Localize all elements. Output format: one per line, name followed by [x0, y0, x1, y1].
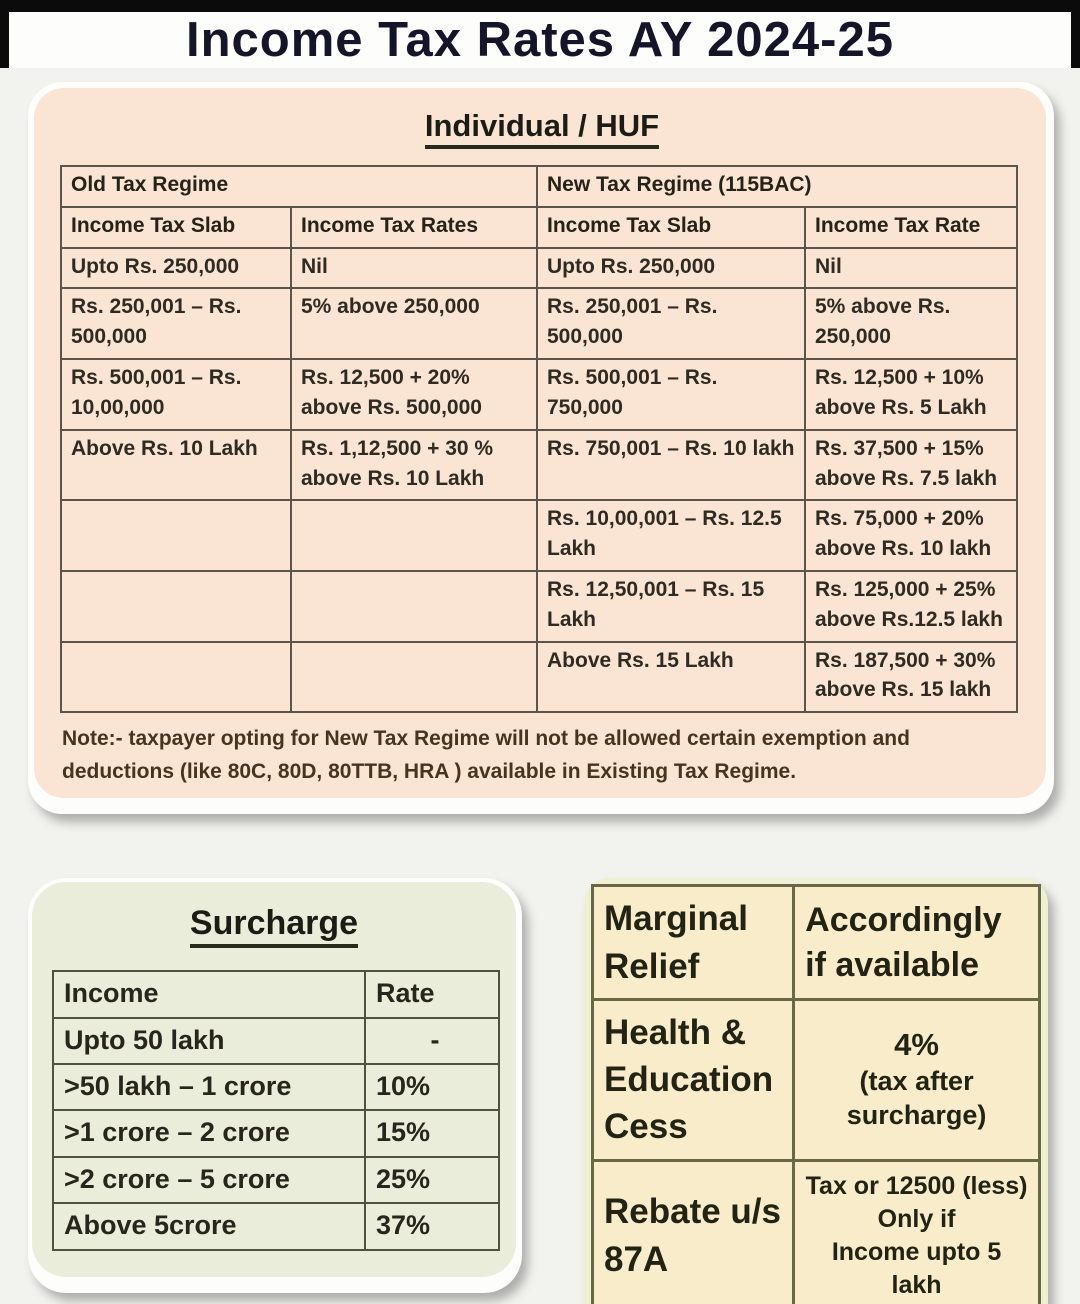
table-row: Above 5crore 37%: [52, 1202, 500, 1251]
surcharge-income-cell: >1 crore – 2 crore: [52, 1109, 366, 1158]
new-slab-cell: Rs. 12,50,001 – Rs. 15 Lakh: [536, 569, 806, 643]
old-rate-cell: 5% above 250,000: [290, 287, 538, 361]
cess-value: 4% (tax after surcharge): [792, 997, 1041, 1162]
surcharge-income-cell: Above 5crore: [52, 1202, 366, 1251]
surcharge-rate-cell: -: [364, 1016, 500, 1066]
old-slab-cell: [60, 499, 292, 572]
surcharge-panel: Surcharge Income Rate Upto 50 lakh -: [32, 882, 516, 1277]
cess-rate: 4%: [894, 1026, 939, 1062]
content: Individual / HUF Old Tax Regime New Tax …: [0, 68, 1080, 1304]
surcharge-rate-cell: 37%: [364, 1202, 500, 1251]
rebate-value: Tax or 12500 (less) Only if Income upto …: [792, 1158, 1041, 1304]
new-slab-cell: Above Rs. 15 Lakh: [536, 640, 806, 714]
new-slab-cell: Rs. 250,001 – Rs. 500,000: [536, 287, 806, 361]
individual-huf-heading: Individual / HUF: [60, 108, 1024, 149]
cess-label: Health & Education Cess: [590, 997, 796, 1162]
new-slab-cell: Rs. 500,001 – Rs. 750,000: [536, 358, 806, 431]
new-slab-cell: Upto Rs. 250,000: [536, 246, 806, 290]
marginal-relief-label: Marginal Relief: [590, 884, 796, 1001]
surcharge-rate-header: Rate: [364, 970, 500, 1019]
old-rate-cell: [290, 499, 538, 572]
surcharge-income-header: Income: [52, 970, 366, 1019]
surcharge-income-cell: >2 crore – 5 crore: [52, 1155, 366, 1205]
bottom-row: Surcharge Income Rate Upto 50 lakh -: [28, 878, 1054, 1304]
misc-card: Marginal Relief Accordingly if available…: [584, 878, 1048, 1304]
new-regime-header: New Tax Regime (115BAC): [536, 165, 1018, 208]
new-rate-cell: Rs. 187,500 + 30% above Rs. 15 lakh: [804, 640, 1018, 714]
top-black-bar: [0, 0, 1080, 12]
old-slab-cell: [60, 569, 292, 643]
rebate-row: Rebate u/s 87A Tax or 12500 (less) Only …: [590, 1158, 1041, 1304]
regime-header-row: Old Tax Regime New Tax Regime (115BAC): [60, 165, 1018, 208]
table-row: Above Rs. 15 Lakh Rs. 187,500 + 30% abov…: [60, 640, 1018, 714]
table-row: Rs. 10,00,001 – Rs. 12.5 Lakh Rs. 75,000…: [60, 499, 1018, 572]
old-regime-header: Old Tax Regime: [60, 165, 538, 208]
surcharge-rate-cell: 25%: [364, 1155, 500, 1205]
cess-row: Health & Education Cess 4% (tax after su…: [590, 997, 1041, 1162]
new-slab-header: Income Tax Slab: [536, 205, 806, 249]
new-slab-cell: Rs. 10,00,001 – Rs. 12.5 Lakh: [536, 499, 806, 572]
old-slab-cell: Rs. 500,001 – Rs. 10,00,000: [60, 358, 292, 431]
table-row: Rs. 12,50,001 – Rs. 15 Lakh Rs. 125,000 …: [60, 569, 1018, 643]
table-row: Above Rs. 10 Lakh Rs. 1,12,500 + 30 % ab…: [60, 428, 1018, 502]
surcharge-heading-text: Surcharge: [189, 904, 359, 949]
rebate-label: Rebate u/s 87A: [590, 1158, 796, 1304]
marginal-relief-row: Marginal Relief Accordingly if available: [590, 884, 1041, 1001]
new-rate-cell: Rs. 75,000 + 20% above Rs. 10 lakh: [804, 499, 1018, 572]
surcharge-income-cell: Upto 50 lakh: [52, 1016, 366, 1066]
old-slab-cell: [60, 640, 292, 714]
page-title: Income Tax Rates AY 2024-25: [186, 13, 894, 67]
old-rate-cell: Nil: [290, 246, 538, 290]
table-row: Rs. 500,001 – Rs. 10,00,000 Rs. 12,500 +…: [60, 358, 1018, 431]
individual-huf-panel: Individual / HUF Old Tax Regime New Tax …: [34, 88, 1046, 799]
table-row: Upto Rs. 250,000 Nil Upto Rs. 250,000 Ni…: [60, 246, 1018, 290]
rebate-value-line: Tax or 12500 (less): [805, 1171, 1028, 1200]
surcharge-rate-cell: 10%: [364, 1063, 500, 1112]
surcharge-income-cell: >50 lakh – 1 crore: [52, 1063, 366, 1112]
old-slab-cell: Upto Rs. 250,000: [60, 246, 292, 290]
new-rate-header: Income Tax Rate: [804, 205, 1018, 249]
individual-huf-heading-text: Individual / HUF: [424, 108, 660, 149]
tax-slab-table: Old Tax Regime New Tax Regime (115BAC) I…: [60, 165, 1018, 714]
new-rate-cell: 5% above Rs. 250,000: [804, 287, 1018, 361]
table-row: >2 crore – 5 crore 25%: [52, 1155, 500, 1205]
table-row: Rs. 250,001 – Rs. 500,000 5% above 250,0…: [60, 287, 1018, 361]
rebate-value-line: Income upto 5 lakh: [831, 1237, 1002, 1299]
column-header-row: Income Tax Slab Income Tax Rates Income …: [60, 205, 1018, 249]
new-slab-cell: Rs. 750,001 – Rs. 10 lakh: [536, 428, 806, 502]
surcharge-card: Surcharge Income Rate Upto 50 lakh -: [28, 878, 522, 1293]
old-rate-header: Income Tax Rates: [290, 205, 538, 249]
old-slab-header: Income Tax Slab: [60, 205, 292, 249]
new-rate-cell: Rs. 37,500 + 15% above Rs. 7.5 lakh: [804, 428, 1018, 502]
table-row: Upto 50 lakh -: [52, 1016, 500, 1066]
table-row: >50 lakh – 1 crore 10%: [52, 1063, 500, 1112]
old-rate-cell: [290, 640, 538, 714]
new-rate-cell: Rs. 125,000 + 25% above Rs.12.5 lakh: [804, 569, 1018, 643]
cess-rate-note: (tax after surcharge): [846, 1065, 987, 1130]
surcharge-table: Income Rate Upto 50 lakh - >50 lakh – 1 …: [52, 970, 500, 1251]
individual-huf-card: Individual / HUF Old Tax Regime New Tax …: [28, 82, 1054, 815]
marginal-relief-value: Accordingly if available: [792, 884, 1041, 1001]
old-rate-cell: Rs. 12,500 + 20% above Rs. 500,000: [290, 358, 538, 431]
old-rate-cell: Rs. 1,12,500 + 30 % above Rs. 10 Lakh: [290, 428, 538, 502]
table-row: >1 crore – 2 crore 15%: [52, 1109, 500, 1158]
new-rate-cell: Nil: [804, 246, 1018, 290]
old-slab-cell: Rs. 250,001 – Rs. 500,000: [60, 287, 292, 361]
surcharge-rate-cell: 15%: [364, 1109, 500, 1158]
surcharge-header-row: Income Rate: [52, 970, 500, 1019]
old-slab-cell: Above Rs. 10 Lakh: [60, 428, 292, 502]
regime-note: Note:- taxpayer opting for New Tax Regim…: [62, 727, 910, 783]
surcharge-heading: Surcharge: [52, 904, 496, 949]
misc-table: Marginal Relief Accordingly if available…: [590, 884, 1041, 1304]
title-banner: Income Tax Rates AY 2024-25: [0, 12, 1080, 68]
new-rate-cell: Rs. 12,500 + 10% above Rs. 5 Lakh: [804, 358, 1018, 431]
rebate-value-line: Only if: [877, 1204, 956, 1233]
old-rate-cell: [290, 569, 538, 643]
